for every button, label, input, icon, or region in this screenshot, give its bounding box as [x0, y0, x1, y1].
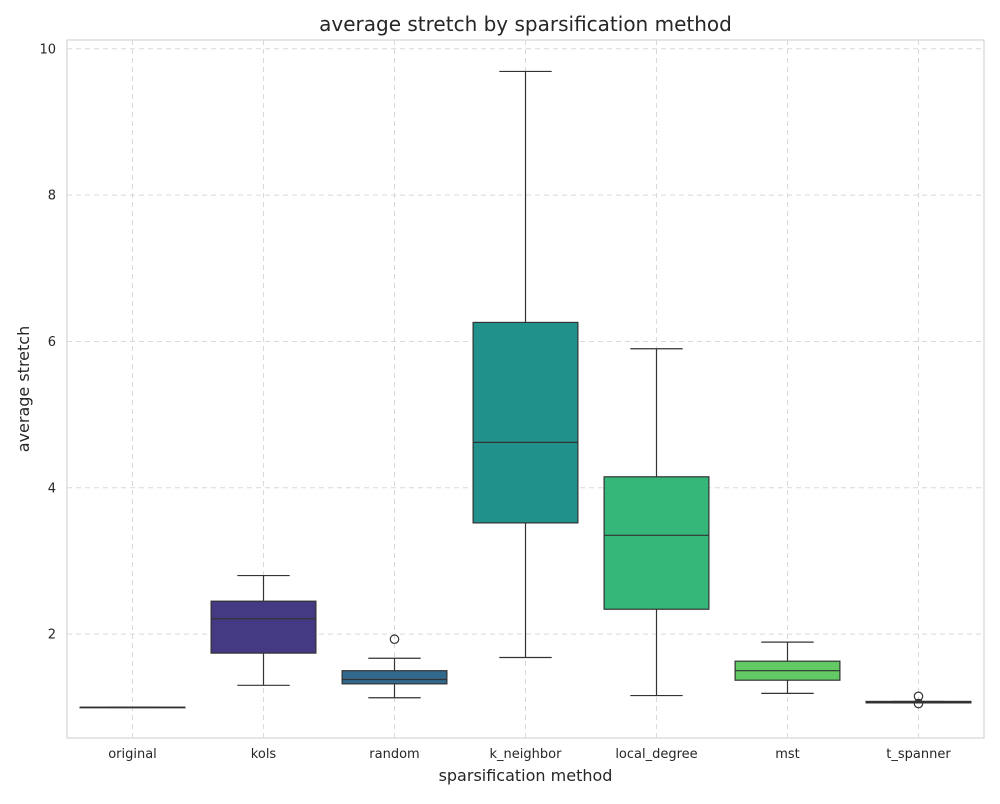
- tick-layer: 2 4 6 8 10 original kols random k_neighbor local_…: [39, 42, 951, 762]
- box-local_degree: [603, 476, 710, 610]
- x-tick-label: t_spanner: [886, 747, 951, 762]
- x-tick-label: random: [369, 747, 419, 762]
- y-tick-label: 6: [48, 335, 56, 350]
- box-kols: [210, 600, 317, 654]
- y-tick-label: 8: [48, 189, 56, 204]
- box-group-t_spanner: [865, 691, 972, 709]
- x-tick-label: mst: [775, 747, 800, 762]
- chart-title: average stretch by sparsification method: [319, 12, 732, 36]
- box-group-random: [341, 634, 448, 699]
- box-random: [341, 670, 448, 685]
- x-tick-label: original: [108, 747, 157, 762]
- y-tick-label: 4: [48, 481, 56, 496]
- box-group-k_neighbor: [472, 70, 579, 659]
- box-group-mst: [734, 641, 841, 694]
- x-axis-label: sparsification method: [439, 766, 613, 785]
- x-tick-label: local_degree: [615, 747, 697, 762]
- y-axis-label: average stretch: [14, 326, 33, 452]
- y-tick-label: 10: [39, 42, 56, 57]
- box-k_neighbor: [472, 321, 579, 524]
- y-tick-label: 2: [48, 628, 56, 643]
- outlier-point: [913, 691, 924, 702]
- box-layer: [79, 70, 972, 709]
- box-group-original: [79, 706, 186, 709]
- outlier-point: [389, 634, 400, 645]
- outlier-point: [913, 698, 924, 709]
- box-group-kols: [210, 574, 317, 686]
- x-tick-label: kols: [251, 747, 277, 762]
- box-group-local_degree: [603, 348, 710, 697]
- x-tick-label: k_neighbor: [490, 747, 563, 762]
